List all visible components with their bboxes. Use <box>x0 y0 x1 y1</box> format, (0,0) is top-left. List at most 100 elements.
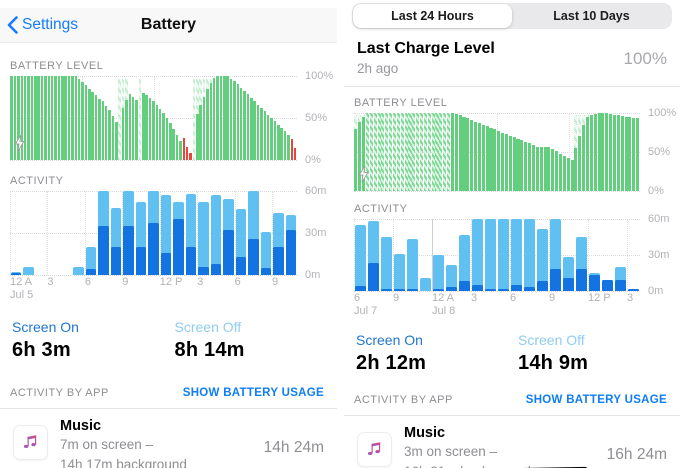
activity-day-labels: Jul 5 <box>10 288 297 301</box>
show-battery-usage-link[interactable]: SHOW BATTERY USAGE <box>525 394 667 406</box>
app-usage-info: Music 7m on screen – 14h 17m background <box>60 418 264 468</box>
screen-off-label: Screen Off <box>174 319 242 335</box>
y-tick-30m: 30m <box>648 249 670 261</box>
battery-bar <box>94 76 98 160</box>
activity-y-axis-labels: 60m 30m 0m <box>640 213 680 297</box>
battery-bar <box>543 113 547 191</box>
activity-chart-row: 60m 30m 0m <box>10 185 337 281</box>
gridline-vertical <box>588 219 589 291</box>
battery-bar <box>40 76 44 160</box>
activity-bar <box>273 191 284 275</box>
battery-bar <box>118 76 121 160</box>
activity-section-label: ACTIVITY <box>10 175 64 187</box>
battery-bar <box>84 76 88 160</box>
app-usage-line2: 16h 21m background <box>404 464 607 468</box>
activity-bar <box>160 191 172 275</box>
battery-panel-right: Last 24 Hours Last 10 Days Last Charge L… <box>344 0 680 468</box>
activity-bar <box>173 191 184 275</box>
gridline-horizontal <box>10 160 297 161</box>
battery-bar <box>209 76 213 160</box>
gridline-vertical <box>432 219 433 291</box>
activity-bar <box>110 191 122 275</box>
app-usage-row-music[interactable]: Music 7m on screen – 14h 17m background … <box>0 409 337 468</box>
battery-bar <box>50 76 54 160</box>
battery-y-axis-labels: 100% 50% 0% <box>297 70 337 166</box>
app-total-time: 14h 24m <box>263 439 324 456</box>
battery-bar <box>458 113 462 191</box>
battery-bar <box>202 76 206 160</box>
activity-bar <box>589 219 600 291</box>
gridline-horizontal <box>354 191 640 192</box>
gridline-vertical <box>510 219 511 291</box>
battery-bar <box>462 113 466 191</box>
top-strip <box>0 0 337 8</box>
battery-bar <box>108 76 111 160</box>
battery-bar <box>135 76 138 160</box>
y-tick-60m: 60m <box>648 213 670 225</box>
activity-bar <box>23 191 34 275</box>
last-charge-level-block: Last Charge Level 2h ago 100% <box>357 40 667 76</box>
battery-bar <box>172 76 175 160</box>
battery-bar <box>531 113 535 191</box>
activity-chart[interactable] <box>10 191 297 276</box>
gridline-vertical <box>122 191 124 275</box>
battery-bar <box>389 113 393 191</box>
battery-bar <box>396 113 400 191</box>
battery-bar <box>169 76 172 160</box>
activity-section-label: ACTIVITY <box>354 203 408 215</box>
battery-bar <box>551 113 555 191</box>
battery-bar <box>516 113 520 191</box>
battery-bar <box>601 113 605 191</box>
y-tick-50: 50% <box>648 146 671 158</box>
activity-bar <box>48 191 58 275</box>
battery-bar <box>593 113 597 191</box>
app-usage-row-music[interactable]: Music 3m on screen – 16h 21m background … <box>344 416 680 468</box>
app-usage-line1: 7m on screen – <box>60 437 154 452</box>
y-tick-30m: 30m <box>305 227 327 239</box>
activity-bar <box>485 219 496 291</box>
battery-bar <box>558 113 563 191</box>
battery-bar <box>392 113 397 191</box>
battery-bar <box>477 113 481 191</box>
back-button-settings[interactable]: Settings <box>7 16 78 34</box>
battery-bar <box>369 113 373 191</box>
activity-chart[interactable] <box>354 219 640 292</box>
last-charge-percent: 100% <box>623 49 667 68</box>
battery-bar <box>179 76 182 160</box>
battery-bar <box>290 76 294 160</box>
separator <box>344 415 680 416</box>
screen-on-label: Screen On <box>356 332 423 348</box>
activity-bar <box>381 219 392 291</box>
tab-last-24-hours[interactable]: Last 24 Hours <box>353 4 512 28</box>
battery-bar <box>501 113 505 191</box>
battery-bar <box>81 76 84 160</box>
app-usage-line1: 3m on screen – <box>404 444 498 459</box>
chevron-left-icon <box>7 16 22 34</box>
battery-level-chart[interactable] <box>10 76 297 161</box>
app-name: Music <box>404 425 446 441</box>
battery-bar <box>125 76 128 160</box>
battery-bar <box>585 113 590 191</box>
battery-bar <box>216 76 219 160</box>
show-battery-usage-link[interactable]: SHOW BATTERY USAGE <box>182 387 324 399</box>
battery-bar <box>474 113 478 191</box>
battery-bar <box>362 113 366 191</box>
screen-off-label: Screen Off <box>518 332 585 348</box>
activity-bar <box>123 191 134 275</box>
battery-level-chart-row: 100% 50% 0% <box>10 70 337 166</box>
activity-day-labels: Jul 7 Jul 8 <box>354 304 640 317</box>
battery-bar <box>229 76 233 160</box>
y-tick-100: 100% <box>305 70 334 82</box>
battery-level-chart-row: 100% 50% 0% <box>354 107 680 197</box>
battery-bar <box>37 76 40 160</box>
axis-tick-label: 9 <box>549 292 556 304</box>
battery-bar <box>566 113 570 191</box>
gridline-horizontal <box>354 219 640 220</box>
battery-level-chart[interactable] <box>354 113 640 192</box>
activity-bar <box>285 191 297 275</box>
y-tick-0m: 0m <box>305 269 321 281</box>
battery-bar <box>470 113 474 191</box>
tab-last-10-days[interactable]: Last 10 Days <box>553 9 630 23</box>
activity-bar <box>537 219 548 291</box>
activity-y-axis-labels: 60m 30m 0m <box>297 185 337 281</box>
